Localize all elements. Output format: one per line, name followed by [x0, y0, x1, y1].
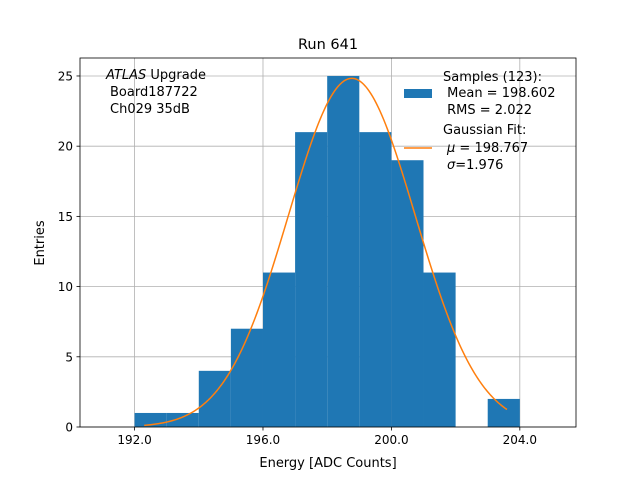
histogram-bar: [166, 412, 199, 427]
histogram-bar: [230, 328, 263, 427]
legend-samples-title: Samples (123):: [443, 70, 542, 85]
y-tick-label: 20: [58, 140, 73, 154]
histogram-bar: [327, 75, 360, 428]
x-tick-label: 196.0: [246, 433, 280, 447]
y-ticks: 0 5 10 15 20 25: [58, 69, 80, 435]
histogram-bar: [391, 160, 424, 427]
legend-fit-title: Gaussian Fit:: [443, 123, 526, 138]
legend: Samples (123): Mean = 198.602 RMS = 2.02…: [404, 70, 555, 173]
histogram-bar: [487, 398, 520, 427]
x-tick-label: 204.0: [503, 433, 537, 447]
x-tick-label: 200.0: [374, 433, 408, 447]
legend-bar-swatch: [404, 89, 432, 98]
svg-text:μ = 198.767: μ = 198.767: [446, 141, 528, 156]
svg-text:σ=1.976: σ=1.976: [447, 158, 503, 173]
atlas-label: ATLAS: [105, 68, 146, 83]
x-ticks: 192.0 196.0 200.0 204.0: [117, 427, 537, 447]
atlas-annotation: ATLAS Upgrade Board187722 Ch029 35dB: [105, 68, 206, 117]
y-tick-label: 5: [65, 350, 73, 364]
legend-samples-rms: RMS = 2.022: [443, 103, 532, 118]
legend-samples-mean: Mean = 198.602: [443, 86, 555, 101]
histogram-bar: [423, 272, 456, 427]
y-tick-label: 15: [58, 210, 73, 224]
histogram-bar: [262, 272, 296, 427]
axes-frame: [79, 57, 577, 428]
svg-text:ATLAS Upgrade: ATLAS Upgrade: [105, 68, 206, 83]
chart-title: Run 641: [298, 37, 358, 53]
histogram-bar: [359, 132, 392, 427]
y-axis-label: Entries: [33, 220, 48, 266]
gaussian-fit-line: [144, 77, 508, 427]
histogram-bar: [295, 132, 328, 427]
y-tick-label: 25: [58, 69, 73, 83]
board-label: Board187722: [110, 85, 198, 100]
channel-label: Ch029 35dB: [110, 102, 190, 117]
y-tick-label: 0: [65, 421, 73, 435]
histogram-bars: [134, 75, 520, 428]
x-tick-label: 192.0: [117, 433, 151, 447]
y-tick-label: 10: [58, 280, 73, 294]
x-axis-label: Energy [ADC Counts]: [259, 456, 396, 471]
